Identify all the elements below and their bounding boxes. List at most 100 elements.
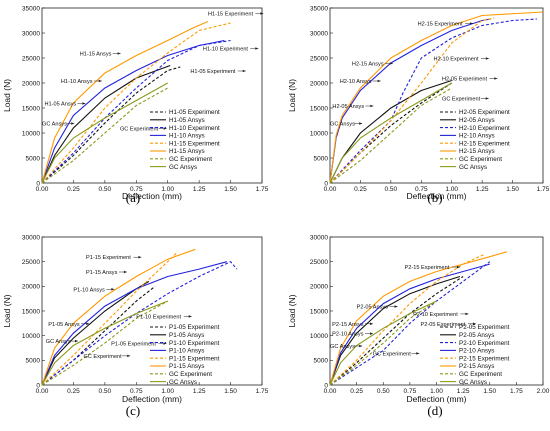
plot-frame xyxy=(329,7,544,184)
annotation-arrowhead xyxy=(485,57,489,60)
annotation-arrowhead xyxy=(74,339,78,343)
annotation-arrowhead xyxy=(456,265,460,269)
annotation-arrowhead xyxy=(163,127,167,130)
annotation-arrowhead xyxy=(255,47,259,50)
x-tick-label: 1.50 xyxy=(224,186,237,193)
annotation-label: H2-15 Experiment xyxy=(418,22,464,28)
x-tick-label: 0.00 xyxy=(36,186,49,193)
series-line xyxy=(329,79,452,184)
x-tick-label: 2.00 xyxy=(537,388,550,395)
series-line xyxy=(329,82,452,184)
annotation-label: P2-10 Ansys xyxy=(332,332,364,338)
x-tick-label: 1.75 xyxy=(256,388,269,395)
legend-label: P1-05 Ansys xyxy=(169,332,204,339)
y-tick-label: 30000 xyxy=(22,30,40,37)
annotation-arrowhead xyxy=(163,342,167,345)
x-tick-label: 0.00 xyxy=(324,186,337,193)
legend-label: GC Ansys xyxy=(169,379,197,386)
x-axis-label: Deflection (mm) xyxy=(122,394,182,404)
annotation-label: P2-10 Experiment xyxy=(413,312,458,318)
plot-frame xyxy=(41,7,263,184)
annotation-arrowhead xyxy=(377,79,381,83)
y-tick-label: 25000 xyxy=(310,259,328,266)
legend-label: H1-10 Experiment xyxy=(169,125,220,132)
annotation-label: GC Experiment xyxy=(120,127,159,133)
y-tick-label: 30000 xyxy=(22,234,40,241)
legend-label: P2-10 Ansys xyxy=(459,348,494,355)
annotation-arrowhead xyxy=(485,97,489,100)
series-line xyxy=(329,17,495,184)
legend-label: P2-15 Experiment xyxy=(459,355,510,362)
chart-panel: 0.00 0.25 0.50 0.75 1.00 1.25 1.50 1.75 2.00 0 500… xyxy=(287,234,550,418)
x-tick-label: 1.50 xyxy=(224,388,237,395)
annotation-arrowhead xyxy=(370,322,374,326)
series-line xyxy=(41,261,227,386)
annotation-label: GC Ansys xyxy=(42,122,67,128)
x-tick-label: 1.00 xyxy=(430,388,443,395)
legend-label: P1-15 Experiment xyxy=(169,355,220,362)
x-tick-label: 0.00 xyxy=(324,388,337,395)
annotation-label: GC Ansys xyxy=(46,339,71,345)
series-line xyxy=(41,66,181,184)
y-tick-label: 15000 xyxy=(310,105,328,112)
annotation-label: P1-05 Ansys xyxy=(48,322,80,328)
annotation-arrowhead xyxy=(71,122,75,125)
series-line xyxy=(329,300,437,386)
legend-label: GC Experiment xyxy=(169,371,212,378)
x-tick-label: 0.25 xyxy=(350,388,363,395)
annotation-arrowhead xyxy=(82,102,86,105)
legend-label: H2-15 Experiment xyxy=(459,140,510,147)
legend-label: H1-15 Experiment xyxy=(169,140,220,147)
x-tick-label: 0.75 xyxy=(130,186,143,193)
annotation-label: H2-10 Ansys xyxy=(340,79,372,85)
series-line xyxy=(41,300,168,386)
y-tick-label: 20000 xyxy=(22,80,40,87)
annotation-label: H1-10 Ansys xyxy=(61,79,93,85)
y-tick-label: 35000 xyxy=(310,5,328,12)
legend-label: H1-10 Ansys xyxy=(169,133,205,140)
legend-label: GC Ansys xyxy=(459,164,487,171)
annotation-label: H2-05 Ansys xyxy=(332,104,364,110)
series-line xyxy=(329,87,452,184)
annotation-arrowhead xyxy=(188,315,192,318)
legend-label: H2-05 Experiment xyxy=(459,109,510,116)
y-axis-label: Load (N) xyxy=(287,79,297,112)
series-line xyxy=(41,300,168,386)
x-tick-label: 1.00 xyxy=(161,186,174,193)
x-tick-label: 0.50 xyxy=(99,186,112,193)
annotation-label: GC Experiment xyxy=(373,351,412,357)
legend-label: H2-10 Experiment xyxy=(459,125,510,132)
x-tick-label: 0.50 xyxy=(99,388,112,395)
x-axis-label: Deflection (mm) xyxy=(407,394,467,404)
legend-label: GC Ansys xyxy=(459,379,487,386)
y-tick-label: 0 xyxy=(36,382,40,389)
y-tick-label: 15000 xyxy=(22,308,40,315)
annotation-label: P2-05 Ansys xyxy=(357,305,389,311)
y-tick-label: 5000 xyxy=(314,155,329,162)
annotation-label: P1-10 Experiment xyxy=(136,314,181,320)
annotation-arrowhead xyxy=(359,122,363,125)
chart-panel: 0.00 0.25 0.50 0.75 1.00 1.25 1.50 1.75 0 5000 100… xyxy=(2,5,269,205)
x-tick-label: 1.00 xyxy=(445,186,458,193)
y-tick-label: 25000 xyxy=(310,55,328,62)
legend-label: P2-15 Ansys xyxy=(459,363,494,370)
x-tick-label: 1.25 xyxy=(476,186,489,193)
x-tick-label: 1.75 xyxy=(510,388,523,395)
annotation-arrowhead xyxy=(494,77,498,80)
y-tick-label: 25000 xyxy=(22,259,40,266)
x-tick-label: 0.75 xyxy=(415,186,428,193)
y-tick-label: 10000 xyxy=(310,333,328,340)
annotation-arrowhead xyxy=(86,322,90,326)
y-tick-label: 5000 xyxy=(314,358,329,365)
chart-panel: 0.00 0.25 0.50 0.75 1.00 1.25 1.50 1.75 0 5000 100… xyxy=(287,5,550,205)
legend-label: GC Experiment xyxy=(169,156,212,163)
legend-label: GC Experiment xyxy=(459,371,502,378)
x-tick-label: 0.25 xyxy=(67,388,80,395)
annotation-arrowhead xyxy=(98,79,102,83)
annotation-label: H1-15 Experiment xyxy=(208,12,254,18)
chart-panel: 0.00 0.25 0.50 0.75 1.00 1.25 1.50 1.75 0 5000 100… xyxy=(2,234,269,418)
annotation-label: H2-10 Experiment xyxy=(433,57,479,63)
legend-label: P2-10 Experiment xyxy=(459,340,510,347)
annotation-arrowhead xyxy=(416,352,420,355)
